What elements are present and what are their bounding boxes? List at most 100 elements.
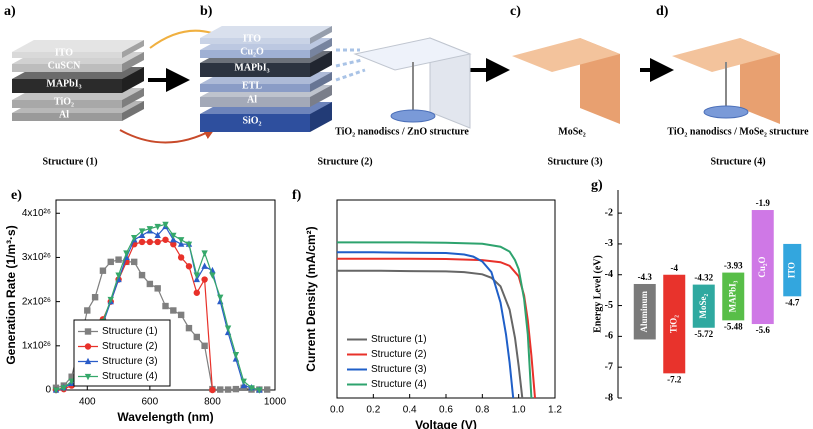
energy-band xyxy=(783,243,802,297)
layer-side xyxy=(310,51,332,77)
marker xyxy=(138,231,146,238)
y-tick-label: -4 xyxy=(605,269,613,280)
legend-marker xyxy=(84,328,92,335)
x-tick-label: 0.6 xyxy=(439,405,453,416)
bottom-label: -5.6 xyxy=(756,325,771,335)
marker xyxy=(193,289,200,296)
marker xyxy=(146,238,154,246)
marker xyxy=(232,385,240,393)
y-tick-label: -5 xyxy=(605,300,613,311)
marker xyxy=(217,386,224,393)
arrow xyxy=(119,128,216,144)
layer-label: MAPbI₃ xyxy=(234,62,269,73)
layer-side-shade xyxy=(122,40,144,58)
series-line xyxy=(337,257,536,399)
marker xyxy=(162,221,169,229)
legend-label: Structure (3) xyxy=(371,364,427,375)
marker xyxy=(240,381,247,389)
energy-band xyxy=(751,210,774,325)
nanodisc xyxy=(703,105,749,119)
layer-side-shade xyxy=(122,88,144,108)
band-label: Cu₂O xyxy=(757,256,767,277)
layer-top xyxy=(200,26,332,38)
marker xyxy=(115,272,122,279)
marker xyxy=(162,236,169,243)
x-tick-label: 1.0 xyxy=(512,405,526,416)
marker xyxy=(177,311,185,319)
layer-side xyxy=(310,102,332,132)
structure-label: Structure (1) xyxy=(42,156,97,167)
marker xyxy=(123,250,130,257)
energy-band xyxy=(722,272,745,321)
layer-top-shade xyxy=(12,40,144,52)
marker xyxy=(240,378,247,385)
marker xyxy=(138,271,146,279)
layer-side-shade xyxy=(310,38,332,58)
layer-front xyxy=(200,84,310,92)
marker xyxy=(138,228,146,235)
marker xyxy=(177,254,185,261)
structure-label: Structure (3) xyxy=(547,156,602,167)
plate xyxy=(672,38,780,72)
layer-side xyxy=(122,88,144,108)
band-label: ITO xyxy=(786,262,796,278)
legend-label: Structure (4) xyxy=(102,371,158,382)
marker xyxy=(154,285,161,292)
layer-top-shade xyxy=(200,26,332,38)
layer-label: ITO xyxy=(243,33,261,44)
layer-front xyxy=(12,100,122,108)
legend-label: Structure (4) xyxy=(371,379,427,390)
top-label: -4.3 xyxy=(638,272,653,282)
marker xyxy=(146,226,154,233)
layer-front xyxy=(200,114,310,132)
band-label: MoSe₂ xyxy=(698,294,708,319)
layer-side xyxy=(310,38,332,58)
layer-label: ITO xyxy=(55,47,73,58)
y-tick-label: 4x10²⁶ xyxy=(22,208,51,219)
layer-label: SiO₂ xyxy=(242,115,261,126)
bottom-label: -5.48 xyxy=(724,321,743,331)
marker xyxy=(224,386,232,393)
bottom-label: -5.72 xyxy=(694,329,713,339)
layer-front xyxy=(200,50,310,58)
y-tick-label: 1x10²⁶ xyxy=(22,340,51,351)
panel-label: b) xyxy=(200,4,213,19)
y-axis-title: Generation Rate (1/m³·s) xyxy=(4,225,18,364)
y-axis-title: Energy Level (eV) xyxy=(592,255,603,333)
legend-label: Structure (2) xyxy=(371,349,427,360)
x-axis-title: Voltage (V) xyxy=(415,418,477,429)
layer-front xyxy=(200,63,310,77)
energy-band xyxy=(663,274,686,374)
marker xyxy=(170,240,177,248)
legend-label: Structure (3) xyxy=(102,356,158,367)
marker xyxy=(217,294,224,302)
marker xyxy=(256,387,263,394)
y-tick-label: -2 xyxy=(605,207,613,218)
caption: MoSe₂ xyxy=(558,126,585,137)
layer-label: Al xyxy=(247,94,257,105)
band-label: TiO₂ xyxy=(668,315,678,333)
panel-label: c) xyxy=(510,4,521,19)
x-tick-label: 0.0 xyxy=(330,405,344,416)
panel-label: a) xyxy=(4,4,16,19)
nanodisc xyxy=(390,109,436,123)
legend-label: Structure (1) xyxy=(102,326,158,337)
layer-front xyxy=(12,52,122,58)
panel-label: d) xyxy=(656,4,669,19)
marker xyxy=(248,385,255,392)
layer-label: TiO₂ xyxy=(54,96,74,107)
layer-side-shade xyxy=(310,26,332,44)
energy-band xyxy=(692,284,715,328)
x-tick-label: 0.4 xyxy=(403,405,417,416)
marker xyxy=(193,333,200,341)
top-label: -4.32 xyxy=(694,273,713,283)
band-label: Aluminum xyxy=(639,290,649,332)
layer-side xyxy=(310,85,332,107)
plate xyxy=(512,38,620,72)
marker xyxy=(170,235,177,243)
layer-side-shade xyxy=(310,85,332,107)
y-tick-label: 3x10²⁶ xyxy=(22,252,51,263)
y-tick-label: 0 xyxy=(45,385,51,396)
legend-label: Structure (2) xyxy=(102,341,158,352)
